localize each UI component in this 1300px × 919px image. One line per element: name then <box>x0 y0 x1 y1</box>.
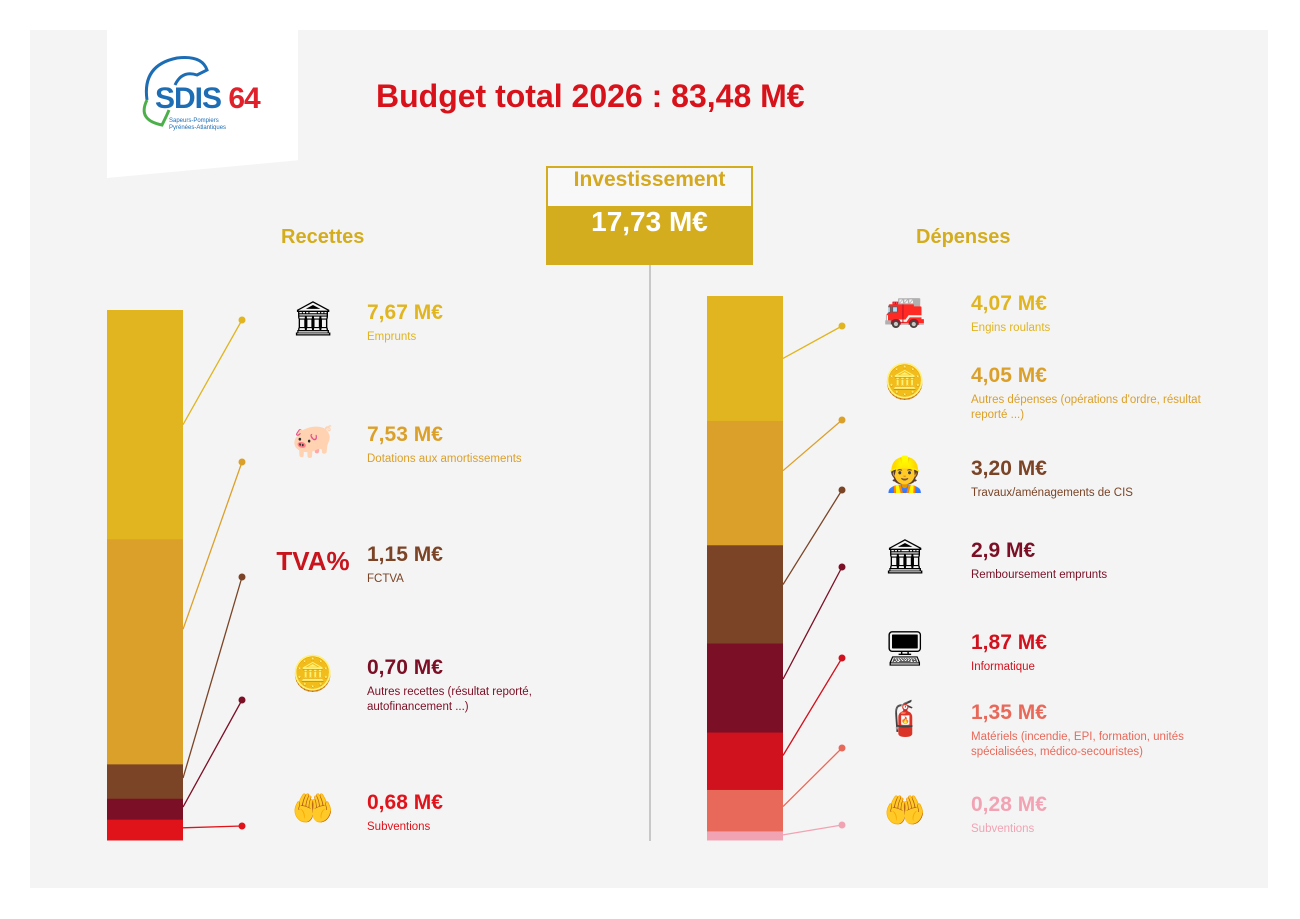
item-amount: 4,05 M€ <box>971 364 1047 387</box>
item-amount: 1,87 M€ <box>971 631 1047 654</box>
connector-dot <box>838 416 846 424</box>
investissement-total: 17,73 M€ <box>546 206 753 265</box>
item-amount: 2,9 M€ <box>971 539 1036 562</box>
construction-worker-icon: 👷 <box>883 456 927 494</box>
connector-line <box>182 576 243 779</box>
item-amount: 7,53 M€ <box>367 423 443 446</box>
item-label: Engins roulants <box>971 322 1051 334</box>
connector-line <box>782 824 843 836</box>
connector-dot <box>238 458 246 466</box>
item-label: FCTVA <box>367 573 404 585</box>
coins-cycle-icon: 🪙 <box>291 655 335 693</box>
connector-dot <box>238 573 246 581</box>
depenses-bar-segment <box>707 732 783 791</box>
connector-line <box>782 419 843 472</box>
item-amount: 0,70 M€ <box>367 656 443 679</box>
connector-line <box>182 825 243 829</box>
connector-line <box>182 699 243 808</box>
depenses-item: 1,87 M€ Informatique <box>971 630 1211 675</box>
depenses-bar-segment <box>707 831 783 841</box>
connector-dot <box>238 316 246 324</box>
depenses-item: 3,20 M€ Travaux/aménagements de CIS <box>971 456 1211 501</box>
logo-name: SDIS <box>155 82 222 115</box>
connector-line <box>782 566 843 680</box>
connector-line <box>182 461 243 630</box>
item-label: Autres recettes (résultat reporté, autof… <box>367 686 532 713</box>
hand-coins-icon: 🤲 <box>883 792 927 830</box>
depenses-heading: Dépenses <box>916 226 1011 248</box>
item-label: Autres dépenses (opérations d'ordre, rés… <box>971 394 1201 421</box>
recettes-bar-segment <box>107 819 183 841</box>
item-label: Subventions <box>971 823 1035 835</box>
connector-line <box>782 747 843 807</box>
logo-number: 64 <box>228 82 260 115</box>
connector-line <box>782 657 843 756</box>
recettes-heading: Recettes <box>281 226 365 248</box>
depenses-item: 4,05 M€ Autres dépenses (opérations d'ord… <box>971 363 1211 423</box>
depenses-item: 1,35 M€ Matériels (incendie, EPI, formati… <box>971 700 1211 760</box>
computer-monitor-icon: 🖥 <box>883 630 927 668</box>
helmet-logo-icon <box>142 56 209 127</box>
recettes-bar-segment <box>107 764 183 800</box>
item-label: Subventions <box>367 821 431 833</box>
sdis-logo: SDIS 64 Sapeurs-Pompiers Pyrénées-Atlanti… <box>107 30 298 178</box>
fire-truck-icon: 🚒 <box>883 291 927 329</box>
item-amount: 3,20 M€ <box>971 457 1047 480</box>
connector-line <box>782 489 843 585</box>
item-amount: 4,07 M€ <box>971 292 1047 315</box>
recettes-item: 7,53 M€ Dotations aux amortissements <box>367 422 607 467</box>
recettes-item: 0,68 M€ Subventions <box>367 790 607 835</box>
item-label: Travaux/aménagements de CIS <box>971 487 1133 499</box>
connector-dot <box>838 821 846 829</box>
item-amount: 1,15 M€ <box>367 543 443 566</box>
item-amount: 0,68 M€ <box>367 791 443 814</box>
item-label: Informatique <box>971 661 1035 673</box>
depenses-bar-segment <box>707 296 783 422</box>
item-label: Emprunts <box>367 331 417 343</box>
item-label: Remboursement emprunts <box>971 569 1108 581</box>
depenses-item: 0,28 M€ Subventions <box>971 792 1211 837</box>
recettes-bar-segment <box>107 539 183 765</box>
item-label: Matériels (incendie, EPI, formation, uni… <box>971 731 1184 758</box>
connector-dot <box>838 744 846 752</box>
coins-cycle-icon: 🪙 <box>883 363 927 401</box>
page-title: Budget total 2026 : 83,48 M€ <box>376 78 805 114</box>
connector-dot <box>838 486 846 494</box>
connector-line <box>782 325 843 360</box>
recettes-item: 7,67 M€ Emprunts <box>367 300 607 345</box>
recettes-bar-segment <box>107 798 183 821</box>
fire-hose-icon: 🧯 <box>883 700 927 738</box>
recettes-item: 1,15 M€ FCTVA <box>367 542 607 587</box>
hand-coins-icon: 🤲 <box>291 790 335 828</box>
recettes-bar-segment <box>107 310 183 540</box>
connector-line <box>182 319 243 425</box>
depenses-item: 4,07 M€ Engins roulants <box>971 291 1211 336</box>
piggy-bank-icon: 🐖 <box>291 422 335 460</box>
recettes-item: 0,70 M€ Autres recettes (résultat reporté… <box>367 655 607 715</box>
connector-dot <box>238 822 246 830</box>
logo-subtitle: Pyrénées-Atlantiques <box>169 125 227 131</box>
item-amount: 7,67 M€ <box>367 301 443 324</box>
connector-dot <box>838 563 846 571</box>
bank-icon: 🏛 <box>883 538 927 576</box>
depenses-bar-segment <box>707 643 783 734</box>
depenses-bar-segment <box>707 789 783 832</box>
depenses-bar-segment <box>707 545 783 645</box>
connector-dot <box>838 322 846 330</box>
logo-subtitle: Sapeurs-Pompiers <box>169 118 219 124</box>
item-amount: 1,35 M€ <box>971 701 1047 724</box>
divider <box>649 265 651 841</box>
depenses-item: 2,9 M€ Remboursement emprunts <box>971 538 1211 583</box>
item-label: Dotations aux amortissements <box>367 453 522 465</box>
item-amount: 0,28 M€ <box>971 793 1047 816</box>
depenses-bar-segment <box>707 420 783 546</box>
tva-percent-icon: TVA% <box>276 545 350 576</box>
bank-icon: 🏛 <box>291 300 335 338</box>
connector-dot <box>838 654 846 662</box>
investissement-label: Investissement <box>546 166 753 206</box>
connector-dot <box>238 696 246 704</box>
